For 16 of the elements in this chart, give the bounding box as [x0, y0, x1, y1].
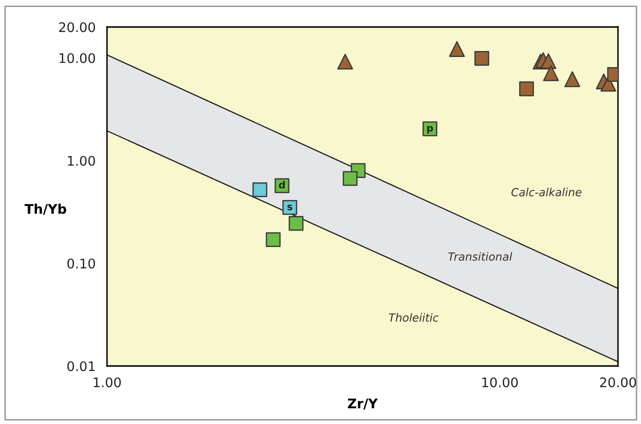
- y-tick-label: 20.00: [59, 22, 96, 32]
- y-axis-title: Th/Yb: [24, 204, 66, 215]
- data-label: p: [427, 126, 433, 134]
- x-tick-label: 20.00: [600, 377, 636, 388]
- y-tick-label: 0.01: [67, 361, 95, 372]
- y-tick-label: 1.00: [68, 156, 96, 166]
- x-tick-label: 10.00: [482, 377, 518, 388]
- data-label: s: [287, 204, 292, 210]
- annotation: Transitional: [448, 252, 512, 261]
- y-tick-label: 0.10: [67, 258, 96, 269]
- x-axis-title: Zr/Y: [348, 398, 378, 410]
- x-tick-label: 1.00: [94, 377, 121, 388]
- y-tick-label: 10.00: [60, 53, 96, 64]
- annotation: Tholeiitic: [388, 313, 439, 322]
- data-label: d: [278, 180, 285, 188]
- annotation: Calc-alkaline: [511, 188, 582, 196]
